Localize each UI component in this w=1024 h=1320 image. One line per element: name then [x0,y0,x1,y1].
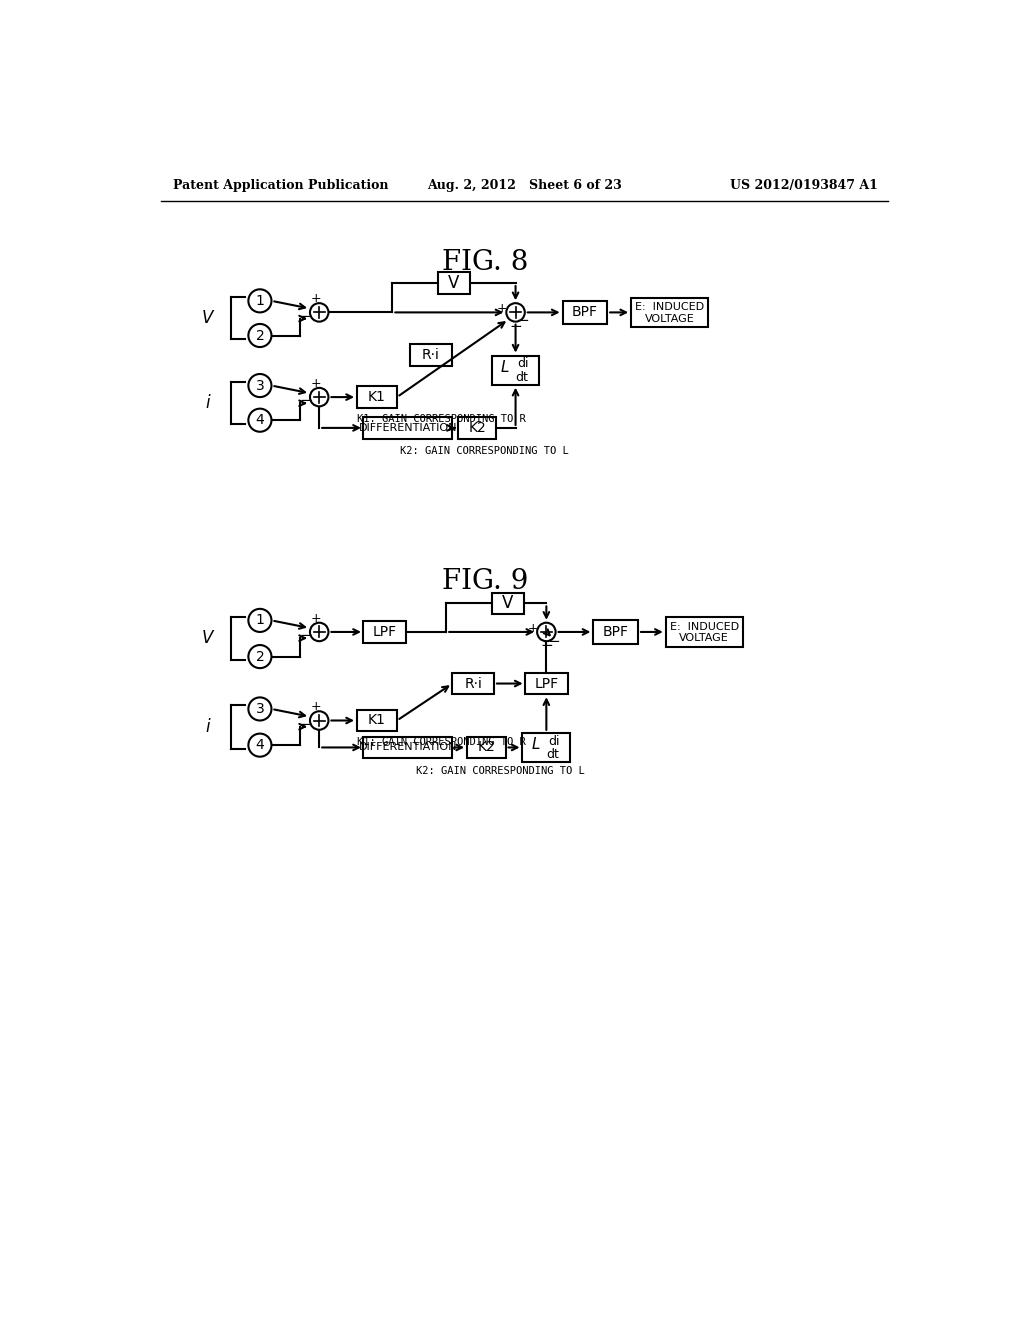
Text: −: − [299,628,311,643]
Text: +: + [311,700,322,713]
Text: 3: 3 [256,702,264,715]
Text: FIG. 9: FIG. 9 [441,569,528,595]
Circle shape [249,697,271,721]
Text: US 2012/0193847 A1: US 2012/0193847 A1 [729,178,878,191]
Text: V: V [502,594,514,612]
Bar [364,622,406,643]
Text: −: − [509,318,522,334]
Text: 3: 3 [256,379,264,392]
Text: E:  INDUCED: E: INDUCED [635,302,705,312]
Text: K2: GAIN CORRESPONDING TO L: K2: GAIN CORRESPONDING TO L [416,767,585,776]
Text: +: + [311,376,322,389]
Text: 2: 2 [256,649,264,664]
Circle shape [506,304,524,322]
Circle shape [310,304,329,322]
Bar [593,620,638,644]
Text: E:  INDUCED: E: INDUCED [670,622,738,632]
Text: K2: K2 [477,741,496,755]
Bar [438,272,470,294]
Circle shape [249,374,271,397]
Text: i: i [205,393,210,412]
Text: −: − [540,639,553,653]
Text: −: − [299,309,311,323]
Text: V: V [202,309,213,327]
Text: +: + [311,611,322,624]
Bar [467,737,506,758]
Circle shape [249,734,271,756]
Text: L: L [531,737,540,752]
Text: FIG. 8: FIG. 8 [441,249,528,276]
Text: 1: 1 [255,614,264,627]
Text: i: i [205,718,210,737]
Text: K2: K2 [468,421,486,434]
Bar [357,387,397,408]
Bar [492,355,540,385]
Text: K1: K1 [368,391,386,404]
Text: 1: 1 [255,294,264,308]
Circle shape [249,323,271,347]
Text: V: V [449,275,460,292]
Text: LPF: LPF [535,677,558,690]
Bar [522,733,570,762]
Text: LPF: LPF [373,624,396,639]
Bar [492,593,524,614]
Text: +: + [311,292,322,305]
Text: Patent Application Publication: Patent Application Publication [173,178,388,191]
Text: VOLTAGE: VOLTAGE [679,634,729,643]
Text: −: − [299,717,311,731]
Bar [410,345,452,366]
Bar [357,710,397,731]
Text: DIFFERENTIATION: DIFFERENTIATION [358,742,457,752]
Text: dt: dt [546,748,559,760]
Text: K2: GAIN CORRESPONDING TO L: K2: GAIN CORRESPONDING TO L [400,446,569,455]
Text: DIFFERENTIATION: DIFFERENTIATION [358,422,457,433]
Bar [452,673,495,694]
Text: BPF: BPF [571,305,598,319]
Text: 4: 4 [256,738,264,752]
Bar [364,737,452,758]
Bar [364,417,452,438]
Text: dt: dt [515,371,528,384]
Text: +: + [497,302,507,315]
Bar [631,298,708,327]
Bar [666,618,742,647]
Circle shape [310,711,329,730]
Text: K1: K1 [368,714,386,727]
Circle shape [249,645,271,668]
Text: K1: GAIN CORRESPONDING TO R: K1: GAIN CORRESPONDING TO R [357,413,525,424]
Text: VOLTAGE: VOLTAGE [645,314,694,323]
Bar [562,301,607,323]
Bar [458,417,497,438]
Text: L: L [501,359,509,375]
Text: V: V [202,630,213,648]
Circle shape [538,623,556,642]
Text: 4: 4 [256,413,264,428]
Text: Aug. 2, 2012   Sheet 6 of 23: Aug. 2, 2012 Sheet 6 of 23 [427,178,623,191]
Text: +: + [527,622,538,635]
Text: R·i: R·i [464,677,482,690]
Text: K1: GAIN CORRESPONDING TO R: K1: GAIN CORRESPONDING TO R [357,737,525,747]
Circle shape [249,409,271,432]
Text: BPF: BPF [603,624,629,639]
Circle shape [310,388,329,407]
Text: −: − [517,313,529,327]
Circle shape [249,289,271,313]
Text: −: − [299,393,311,408]
Text: −: − [547,634,560,648]
Bar [525,673,567,694]
Circle shape [310,623,329,642]
Text: di: di [517,358,528,371]
Text: R·i: R·i [422,347,439,362]
Circle shape [249,609,271,632]
Text: 2: 2 [256,329,264,342]
Text: di: di [548,735,559,748]
